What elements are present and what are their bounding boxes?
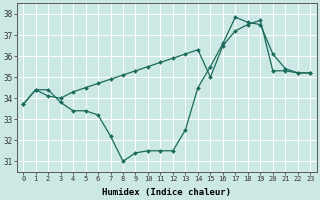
X-axis label: Humidex (Indice chaleur): Humidex (Indice chaleur) (102, 188, 231, 197)
